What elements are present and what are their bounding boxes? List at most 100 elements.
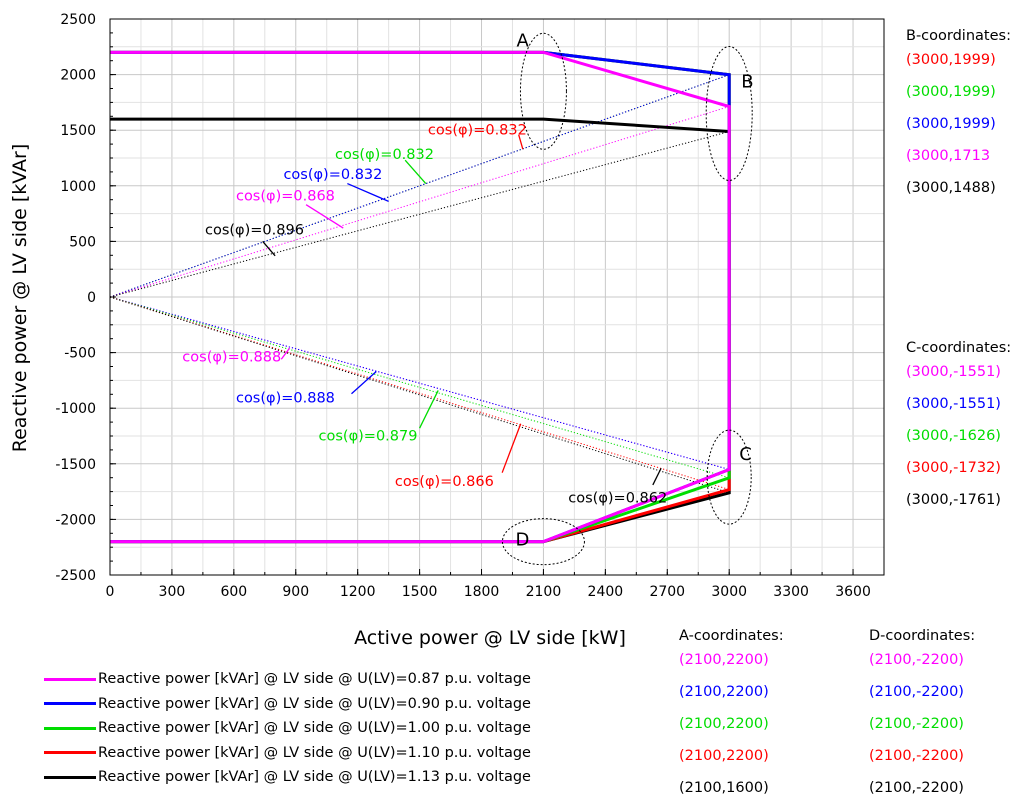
legend-item: Reactive power [kVAr] @ LV side @ U(LV)=… <box>44 716 531 741</box>
pf-label: cos(φ)=0.879 <box>319 428 418 444</box>
pf-pointer <box>652 467 662 486</box>
c-coordinates-title: C-coordinates: <box>906 340 1012 356</box>
pf-ray <box>109 131 730 298</box>
c-coordinate-value: (3000,-1551) <box>906 396 1001 412</box>
y-tick-label: -500 <box>64 346 96 362</box>
x-tick-label: 1200 <box>340 584 376 600</box>
pf-label: cos(φ)=0.832 <box>283 167 382 183</box>
pf-pointer <box>501 423 522 473</box>
pf-ray <box>109 296 730 491</box>
pf-pointer <box>518 134 524 150</box>
c-coordinate-value: (3000,-1551) <box>906 364 1001 380</box>
d-coordinates-panel: D-coordinates: (2100,-2200) (2100,-2200) (… <box>869 628 975 804</box>
pf-pointer <box>305 204 344 229</box>
x-tick-label: 1800 <box>464 584 500 600</box>
x-tick-label: 3600 <box>835 584 871 600</box>
y-axis-label: Reactive power @ LV side [kVAr] <box>9 144 31 453</box>
power-factor-rays <box>109 74 730 494</box>
b-coordinate-value: (3000,1488) <box>906 180 996 196</box>
a-coordinate-value: (2100,1600) <box>679 780 769 796</box>
d-coordinate-value: (2100,-2200) <box>869 684 964 700</box>
legend-item: Reactive power [kVAr] @ LV side @ U(LV)=… <box>44 741 531 766</box>
legend-swatch <box>44 751 96 755</box>
pf-ray <box>109 296 730 494</box>
series-lines <box>110 50 731 544</box>
legend-label: Reactive power [kVAr] @ LV side @ U(LV)=… <box>98 720 531 737</box>
legend-label: Reactive power [kVAr] @ LV side @ U(LV)=… <box>98 769 531 786</box>
y-tick-label: -1500 <box>55 457 96 473</box>
x-tick-label: 2700 <box>649 584 685 600</box>
pf-pointer <box>262 240 276 257</box>
y-tick-label: -1000 <box>55 401 96 417</box>
point-label-d: D <box>515 530 529 551</box>
legend-item: Reactive power [kVAr] @ LV side @ U(LV)=… <box>44 765 531 790</box>
pf-label: cos(φ)=0.896 <box>205 223 304 239</box>
x-tick-label: 3000 <box>711 584 747 600</box>
c-coordinates-panel: C-coordinates: (3000,-1551) (3000,-1551) (… <box>906 340 1011 516</box>
pf-pointer <box>280 347 291 360</box>
a-coordinate-value: (2100,2200) <box>679 684 769 700</box>
pf-label: cos(φ)=0.888 <box>236 391 335 407</box>
y-tick-label: 2000 <box>60 68 96 84</box>
pf-label: cos(φ)=0.866 <box>395 474 494 490</box>
pf-pointer <box>347 182 389 202</box>
b-coordinate-value: (3000,1999) <box>906 52 996 68</box>
y-tick-label: 1000 <box>60 179 96 195</box>
d-coordinate-value: (2100,-2200) <box>869 716 964 732</box>
legend-item: Reactive power [kVAr] @ LV side @ U(LV)=… <box>44 692 531 717</box>
legend-swatch <box>44 702 96 706</box>
c-coordinate-value: (3000,-1761) <box>906 492 1001 508</box>
x-axis-label: Active power @ LV side [kW] <box>354 627 626 649</box>
d-coordinate-value: (2100,-2200) <box>869 652 964 668</box>
axes: 0 300 600 900 1200 1500 1800 2100 2400 2700 3000 33… <box>55 12 885 600</box>
pf-ray <box>109 74 730 298</box>
legend-label: Reactive power [kVAr] @ LV side @ U(LV)=… <box>98 671 531 688</box>
point-label-a: A <box>516 30 529 51</box>
point-ellipse <box>519 32 567 150</box>
b-coordinates-panel: B-coordinates: (3000,1999) (3000,1999) (30… <box>906 28 1011 204</box>
point-label-b: B <box>741 71 753 92</box>
x-tick-label: 2100 <box>526 584 562 600</box>
x-tick-label: 2400 <box>588 584 624 600</box>
pf-label: cos(φ)=0.868 <box>236 188 335 204</box>
c-coordinate-value: (3000,-1732) <box>906 460 1001 476</box>
point-ellipses <box>501 32 753 566</box>
b-coordinate-value: (3000,1999) <box>906 84 996 100</box>
grid <box>109 18 885 576</box>
series-line <box>110 50 731 544</box>
a-coordinate-value: (2100,2200) <box>679 652 769 668</box>
y-tick-label: 0 <box>87 290 96 306</box>
legend: Reactive power [kVAr] @ LV side @ U(LV)=… <box>44 667 531 790</box>
pf-label: cos(φ)=0.862 <box>568 491 667 507</box>
b-coordinates-title: B-coordinates: <box>906 28 1011 44</box>
b-coordinate-value: (3000,1999) <box>906 116 996 132</box>
legend-label: Reactive power [kVAr] @ LV side @ U(LV)=… <box>98 695 531 712</box>
pf-label: cos(φ)=0.832 <box>335 147 434 163</box>
y-tick-label: 1500 <box>60 123 96 139</box>
point-ellipse <box>501 518 585 566</box>
a-coordinate-value: (2100,2200) <box>679 716 769 732</box>
x-tick-label: 1500 <box>402 584 438 600</box>
a-coordinate-value: (2100,2200) <box>679 748 769 764</box>
pf-pointer <box>404 159 427 185</box>
pf-ray <box>109 106 730 298</box>
x-tick-label: 300 <box>159 584 186 600</box>
d-coordinates-title: D-coordinates: <box>869 628 976 644</box>
pf-pointer <box>419 390 439 429</box>
pf-label: cos(φ)=0.888 <box>182 349 281 365</box>
legend-item: Reactive power [kVAr] @ LV side @ U(LV)=… <box>44 667 531 692</box>
b-coordinate-value: (3000,1713 <box>906 148 991 164</box>
a-coordinates-panel: A-coordinates: (2100,2200) (2100,2200) (21… <box>679 628 784 804</box>
x-tick-label: 0 <box>106 584 115 600</box>
y-tick-label: 500 <box>69 234 96 250</box>
point-ellipse <box>705 46 753 182</box>
y-tick-label: 2500 <box>60 12 96 28</box>
pf-label: cos(φ)=0.832 <box>428 123 527 139</box>
pf-pointer <box>351 371 377 395</box>
y-tick-label: -2500 <box>55 568 96 584</box>
legend-label: Reactive power [kVAr] @ LV side @ U(LV)=… <box>98 744 531 761</box>
x-tick-label: 3300 <box>773 584 809 600</box>
y-tick-label: -2000 <box>55 512 96 528</box>
